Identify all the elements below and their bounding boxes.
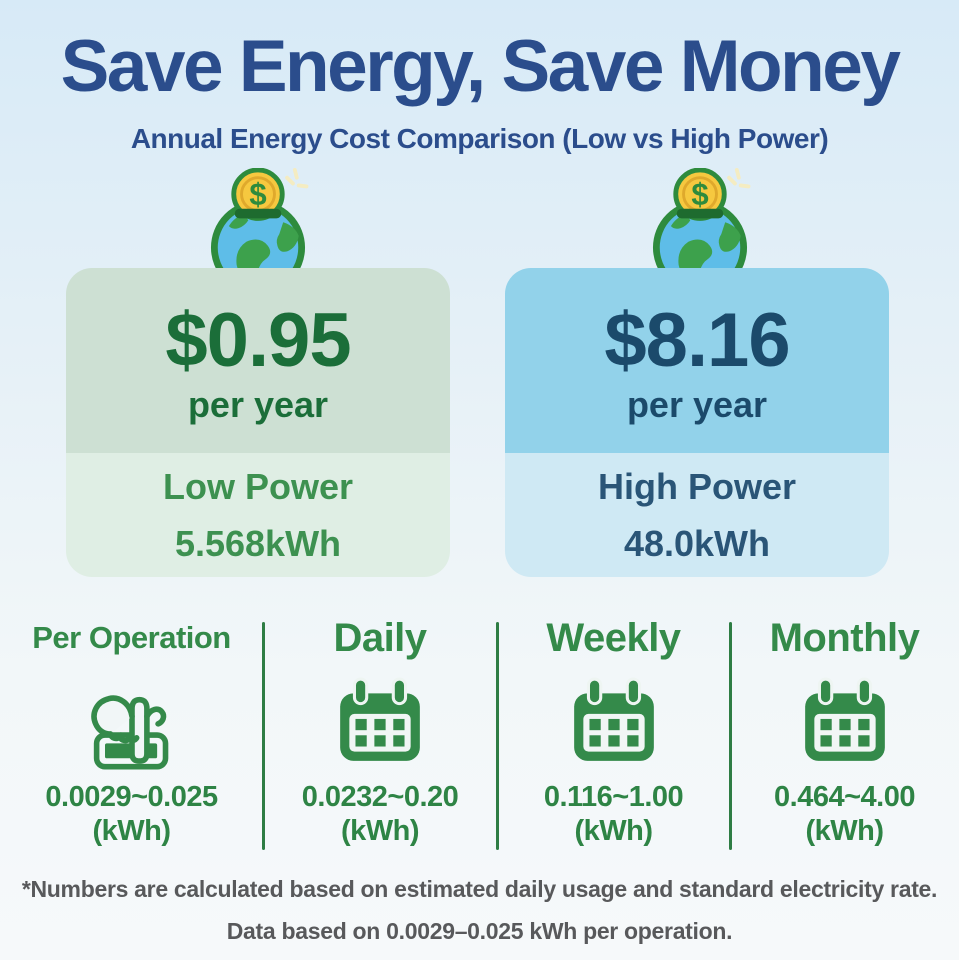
price-period: per year xyxy=(187,383,329,425)
column-header: Weekly xyxy=(546,615,681,660)
annual-consumption: 5.568kWh xyxy=(174,523,342,564)
column-header: Daily xyxy=(333,615,427,660)
annual-cost-panel: $8.16 per year xyxy=(505,268,889,453)
hand-press-icon xyxy=(76,666,188,778)
range-value: 0.464~4.00 xyxy=(774,781,915,813)
usage-breakdown: Per Operation 0.0029~0.025 (kWh) Daily xyxy=(0,610,959,860)
column-header: Monthly xyxy=(769,615,920,660)
sparkle-icon xyxy=(727,168,751,189)
annual-consumption: 48.0kWh xyxy=(623,523,771,564)
sparkle-icon xyxy=(285,168,309,189)
annual-cost-panel: $0.95 per year xyxy=(66,268,450,453)
annual-price: $8.16 xyxy=(604,297,790,383)
earth-coin-icon: $ xyxy=(652,168,751,295)
dollar-sign: $ xyxy=(691,177,708,212)
column-weekly: Weekly 0.116~1.00 (kWh) xyxy=(497,610,730,860)
range-value: 0.0029~0.025 xyxy=(45,781,218,813)
range-value: 0.116~1.00 xyxy=(543,781,684,813)
calendar-icon xyxy=(799,666,891,778)
coin-slot xyxy=(234,208,282,219)
footnote-line-2: Data based on 0.0029–0.025 kWh per opera… xyxy=(226,918,733,944)
dollar-sign: $ xyxy=(249,177,266,212)
cost-card-low-power: $0.95 per year Low Power 5.568kWh xyxy=(66,268,450,577)
power-mode-label: High Power xyxy=(597,465,797,507)
power-mode-label: Low Power xyxy=(162,465,354,507)
footnote: *Numbers are calculated based on estimat… xyxy=(0,876,959,945)
power-detail-panel: Low Power 5.568kWh xyxy=(66,453,450,577)
price-period: per year xyxy=(626,383,768,425)
power-detail-panel: High Power 48.0kWh xyxy=(505,453,889,577)
column-divider xyxy=(262,622,265,850)
calendar-icon xyxy=(334,666,426,778)
range-unit: (kWh) xyxy=(805,815,884,848)
usage-range: 0.116~1.00 (kWh) xyxy=(543,780,684,848)
footnote-line-1: *Numbers are calculated based on estimat… xyxy=(21,876,938,902)
usage-range: 0.0029~0.025 (kWh) xyxy=(45,780,218,848)
coin-slot xyxy=(676,208,724,219)
range-unit: (kWh) xyxy=(340,815,420,848)
range-unit: (kWh) xyxy=(92,815,171,848)
page-subtitle: Annual Energy Cost Comparison (Low vs Hi… xyxy=(130,123,829,154)
range-value: 0.0232~0.20 xyxy=(301,781,459,813)
column-divider xyxy=(729,622,732,850)
column-monthly: Monthly 0.464~4.00 (kWh) xyxy=(730,610,959,860)
annual-price: $0.95 xyxy=(165,297,351,383)
column-divider xyxy=(496,622,499,850)
calendar-icon xyxy=(568,666,660,778)
usage-range: 0.0232~0.20 (kWh) xyxy=(302,780,459,848)
column-daily: Daily 0.0232~0.20 (kWh) xyxy=(263,610,497,860)
range-unit: (kWh) xyxy=(574,815,653,848)
usage-range: 0.464~4.00 (kWh) xyxy=(774,780,915,848)
column-header: Per Operation xyxy=(32,620,231,655)
page-title: Save Energy, Save Money xyxy=(60,26,901,107)
cost-card-high-power: $8.16 per year High Power 48.0kWh xyxy=(505,268,889,577)
column-per-operation: Per Operation 0.0029~0.025 (kWh) xyxy=(0,610,263,860)
